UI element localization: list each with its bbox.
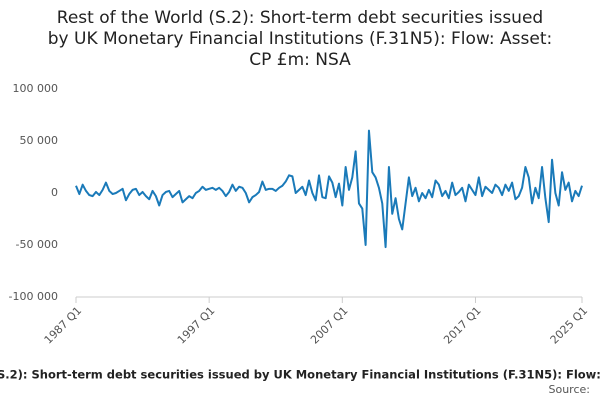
y-tick-label: 100 000 <box>13 82 59 95</box>
y-tick-label: -100 000 <box>9 290 58 303</box>
chart-title: by UK Monetary Financial Institutions (F… <box>48 29 552 49</box>
chart-title: CP £m: NSA <box>249 50 351 70</box>
x-tick-label: 1987 Q1 <box>42 304 85 347</box>
y-tick-label: 50 000 <box>20 134 59 147</box>
data-line <box>75 129 583 249</box>
y-tick-label: -50 000 <box>16 238 58 251</box>
chart-title: Rest of the World (S.2): Short-term debt… <box>57 8 543 28</box>
source: Source: <box>549 383 591 396</box>
x-tick-label: 2007 Q1 <box>308 304 351 347</box>
y-tick-label: 0 <box>51 186 58 199</box>
x-tick-label: 2017 Q1 <box>441 304 484 347</box>
x-tick-label: 2025 Q1 <box>548 304 591 347</box>
footer-title: Rest of the World (S.2): Short-term debt… <box>0 368 600 382</box>
x-tick-label: 1997 Q1 <box>175 304 218 347</box>
